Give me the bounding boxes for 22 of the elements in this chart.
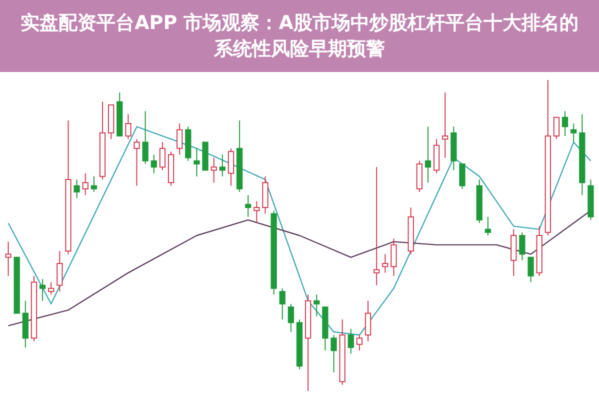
candlestick [150, 154, 157, 174]
candlestick [22, 300, 28, 348]
candlestick [339, 318, 346, 386]
candlestick [39, 278, 46, 302]
candlestick [304, 294, 312, 392]
candlestick [374, 166, 380, 286]
candlestick [219, 154, 226, 177]
candlestick [424, 126, 432, 184]
candlestick [314, 294, 320, 317]
candlestick [210, 157, 217, 184]
candlestick [382, 254, 388, 274]
chart-title: 实盘配资平台APP 市场观察：A股市场中炒股杠杆平台十大排名的系统性风险早期预警 [0, 0, 599, 72]
candlestick [442, 92, 448, 158]
candlestick [390, 238, 397, 276]
candlestick [570, 123, 577, 143]
candlestick [579, 114, 586, 196]
candlestick [562, 110, 568, 136]
candlestick [450, 126, 457, 171]
candlestick [5, 241, 12, 276]
candlestick [245, 194, 252, 218]
candlestick [194, 148, 200, 177]
candlestick [433, 138, 440, 174]
